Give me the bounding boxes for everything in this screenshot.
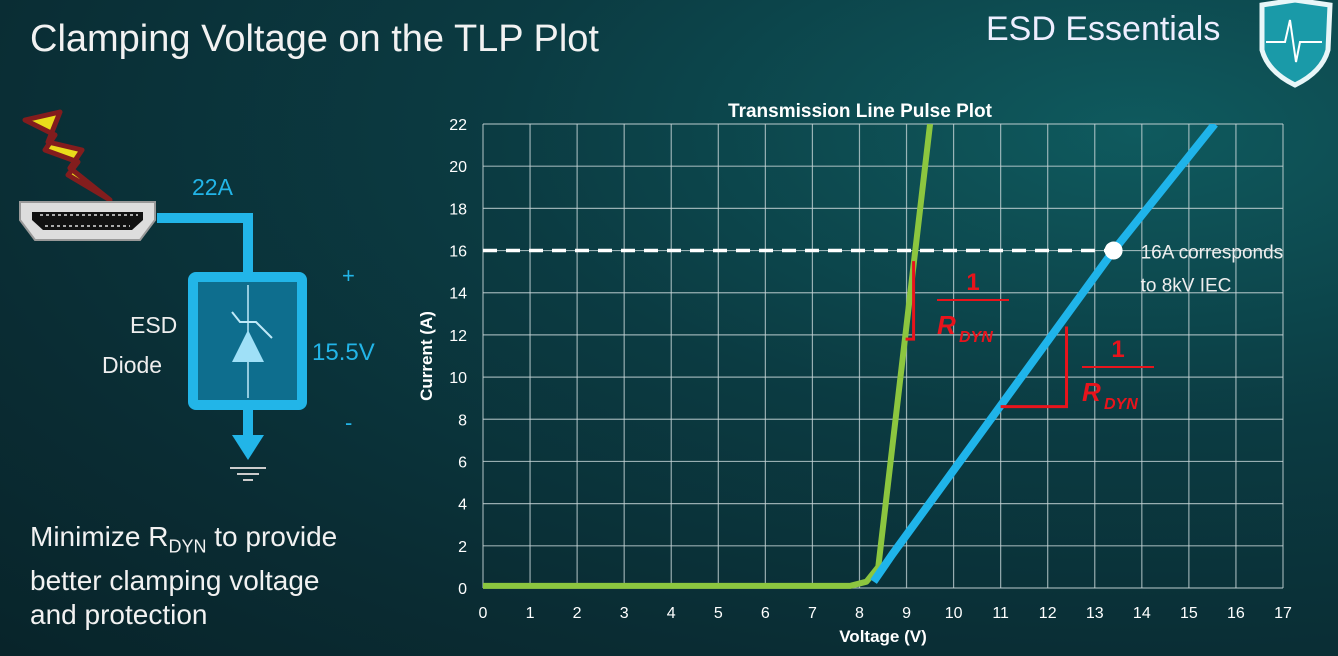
x-tick-label: 7	[808, 605, 817, 622]
tagline-text: Minimize R	[30, 521, 169, 552]
tvs-diode-icon	[231, 285, 273, 398]
y-tick-label: 20	[449, 159, 467, 176]
tagline-line3: and protection	[30, 598, 208, 630]
marker-16a	[1104, 241, 1123, 260]
x-axis-label: Voltage (V)	[839, 627, 927, 646]
x-tick-label: 15	[1180, 605, 1198, 622]
plus-sign: +	[342, 263, 355, 288]
x-tick-label: 9	[902, 605, 911, 622]
tagline: Minimize RDYN to provide better clamping…	[30, 520, 337, 632]
x-tick-label: 4	[667, 605, 676, 622]
x-tick-label: 0	[479, 605, 488, 622]
slope-numerator: 1	[966, 269, 979, 296]
x-tick-label: 3	[620, 605, 629, 622]
y-tick-label: 22	[449, 117, 467, 134]
y-tick-label: 12	[449, 328, 467, 345]
slope-triangle	[1000, 326, 1069, 409]
brand-name: ESD Essentials	[986, 10, 1221, 48]
slope-numerator: 1	[1111, 336, 1124, 363]
y-tick-label: 6	[458, 454, 467, 471]
slope-subscript: DYN	[959, 329, 993, 346]
y-tick-label: 14	[449, 286, 467, 303]
slope-denominator: R	[1082, 377, 1101, 407]
x-tick-label: 10	[945, 605, 963, 622]
slope-denominator: R	[937, 310, 956, 340]
y-tick-label: 2	[458, 539, 467, 556]
x-tick-label: 14	[1133, 605, 1151, 622]
x-tick-label: 13	[1086, 605, 1104, 622]
annotation-line1: 16A corresponds	[1141, 243, 1284, 264]
tagline-text: to provide	[206, 521, 338, 552]
current-label: 22A	[192, 174, 234, 200]
device-label: ESD	[130, 312, 177, 338]
lightning-bolt-icon	[22, 109, 113, 203]
x-tick-label: 12	[1039, 605, 1057, 622]
x-tick-label: 17	[1274, 605, 1292, 622]
y-tick-label: 8	[458, 412, 467, 429]
x-tick-label: 1	[526, 605, 535, 622]
circuit-diagram: 22A ESD Diode 15.5V + -	[19, 109, 375, 481]
chart-ticks: 0 1 2 3 4 5 6 7 8 9 10 11 12 13 14 15 16 1702468101214161…	[449, 117, 1292, 622]
x-tick-label: 11	[992, 605, 1009, 622]
slope-triangle	[905, 261, 916, 341]
slide-title: Clamping Voltage on the TLP Plot	[30, 18, 599, 60]
slope-subscript: DYN	[1104, 396, 1138, 413]
voltage-label: 15.5V	[312, 339, 375, 366]
y-tick-label: 4	[458, 497, 467, 514]
ground-icon	[230, 467, 266, 481]
y-tick-label: 18	[449, 201, 467, 218]
y-tick-label: 10	[449, 370, 467, 387]
shield-logo-icon	[1259, 0, 1333, 88]
annotation-line2: to 8kV IEC	[1141, 276, 1232, 297]
x-tick-label: 6	[761, 605, 770, 622]
hdmi-port-icon	[19, 201, 156, 241]
y-axis-label: Current (A)	[417, 311, 436, 401]
minus-sign: -	[345, 410, 352, 435]
tagline-line2: better clamping voltage	[30, 564, 320, 596]
x-tick-label: 2	[573, 605, 582, 622]
tagline-subscript: DYN	[168, 536, 207, 557]
series-line-1	[483, 124, 934, 589]
x-tick-label: 5	[714, 605, 723, 622]
arrow-down-icon	[232, 435, 264, 460]
x-tick-label: 8	[855, 605, 864, 622]
x-tick-label: 16	[1227, 605, 1245, 622]
chart-title: Transmission Line Pulse Plot	[728, 101, 993, 122]
device-label: Diode	[102, 352, 162, 378]
y-tick-label: 0	[458, 581, 467, 598]
y-tick-label: 16	[449, 244, 467, 261]
series-line-2	[870, 124, 1218, 584]
wire	[157, 213, 253, 275]
